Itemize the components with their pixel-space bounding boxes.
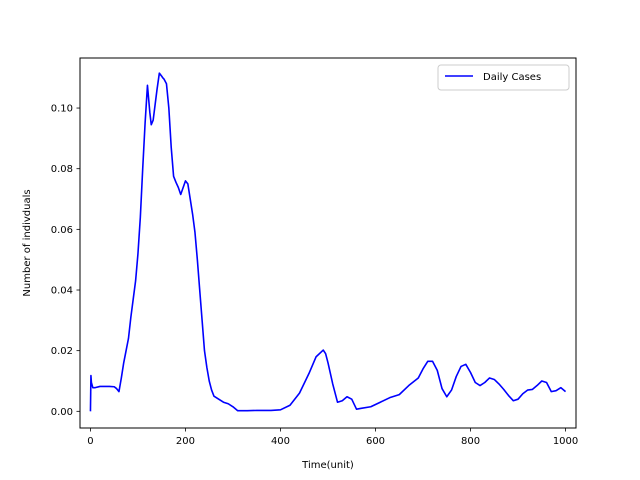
x-tick-label: 800	[461, 436, 480, 447]
series-line-0	[89, 72, 567, 412]
y-tick-label: 0.02	[51, 346, 73, 357]
legend-label: Daily Cases	[483, 72, 541, 83]
legend: Daily Cases	[437, 64, 570, 91]
x-tick-label: 600	[366, 436, 385, 447]
x-tick-label: 0	[87, 436, 93, 447]
x-tick-label: 200	[176, 436, 195, 447]
x-tick-label: 1000	[553, 436, 578, 447]
x-axis-label: Time(unit)	[301, 460, 354, 471]
y-tick-label: 0.06	[51, 225, 73, 236]
y-tick-label: 0.10	[51, 104, 73, 115]
y-tick-label: 0.08	[51, 164, 73, 175]
plot-frame	[79, 57, 577, 429]
y-axis-label: Number of indivduals	[22, 189, 33, 296]
y-tick-label: 0.04	[51, 286, 73, 297]
y-tick-label: 0.00	[51, 407, 73, 418]
series-layer	[89, 72, 567, 412]
y-axis-ticks: 0.00 0.02 0.04 0.06 0.08 0.10	[51, 104, 80, 418]
x-tick-label: 400	[271, 436, 290, 447]
x-axis-ticks: 0 200 400 600 800 1000	[87, 428, 578, 447]
legend-box	[437, 64, 570, 91]
